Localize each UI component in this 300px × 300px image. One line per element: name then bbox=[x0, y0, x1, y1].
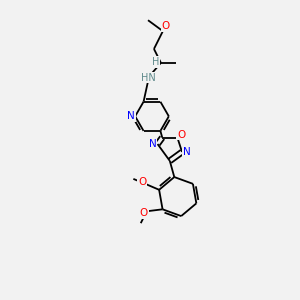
Text: O: O bbox=[177, 130, 185, 140]
Text: O: O bbox=[138, 177, 146, 187]
Text: O: O bbox=[162, 21, 170, 31]
Text: N: N bbox=[149, 139, 157, 149]
Text: HN: HN bbox=[141, 73, 155, 83]
Text: N: N bbox=[183, 147, 191, 157]
Text: N: N bbox=[127, 111, 135, 121]
Text: O: O bbox=[140, 208, 148, 218]
Text: H: H bbox=[152, 57, 160, 67]
